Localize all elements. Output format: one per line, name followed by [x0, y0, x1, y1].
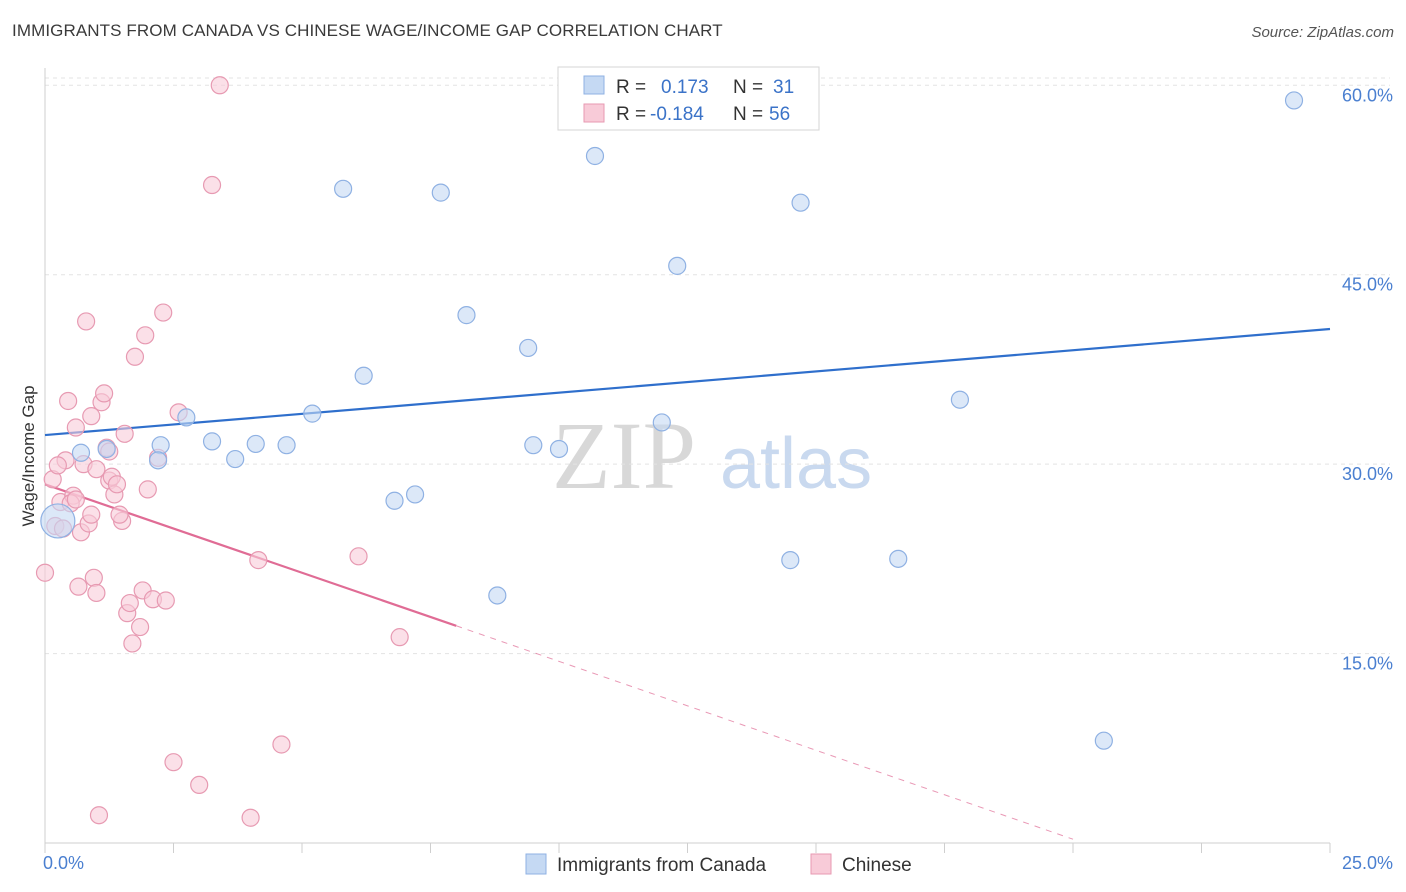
canada-point: [202, 432, 222, 451]
bottom-legend-label-canada: Immigrants from Canada: [557, 855, 767, 876]
chinese-point: [120, 593, 139, 613]
canada-point: [277, 436, 296, 455]
canada-point: [177, 408, 196, 427]
series-legend: Immigrants from Canada Chinese: [525, 853, 912, 876]
chinese-point: [89, 806, 109, 825]
canada-point: [889, 549, 908, 568]
canada-point: [791, 193, 810, 212]
chinese-point: [82, 505, 101, 524]
chinese-point: [202, 175, 222, 195]
chinese-point: [69, 577, 88, 596]
data-points: [35, 76, 1304, 827]
x-tick-label-min: 0.0%: [43, 853, 84, 873]
chinese-trend-extension: [456, 625, 1074, 840]
canada-point: [226, 449, 245, 469]
chinese-point: [48, 456, 67, 475]
chinese-point: [87, 460, 106, 479]
legend-r-label-1: R =: [616, 77, 646, 98]
legend-r-value-1: 0.173: [661, 77, 709, 98]
chinese-point: [107, 475, 127, 494]
canada-point: [1094, 731, 1113, 750]
legend-n-value-1: 31: [773, 77, 794, 98]
chinese-point: [130, 617, 150, 637]
x-tick-label-max: 25.0%: [1342, 853, 1393, 873]
canada-point: [781, 551, 800, 570]
legend-n-label-2: N =: [733, 104, 763, 125]
legend-n-value-2: 56: [769, 104, 790, 125]
watermark-zip: ZIP: [552, 402, 696, 509]
canada-point: [1284, 91, 1304, 110]
bottom-legend-swatch-chinese: [810, 853, 832, 875]
chinese-point: [210, 76, 229, 95]
bottom-legend-swatch-canada: [525, 853, 547, 875]
canada-point: [488, 586, 507, 605]
chinese-point: [115, 424, 134, 443]
chinese-point: [66, 418, 85, 437]
correlation-legend: R = 0.173 N = 31 R = -0.184 N = 56: [557, 66, 820, 131]
bottom-legend-label-chinese: Chinese: [842, 855, 912, 876]
grid-lines: [45, 77, 1390, 655]
canada-point: [334, 179, 353, 198]
tick-labels: 15.0% 30.0% 45.0% 60.0% 0.0% 25.0%: [43, 85, 1393, 873]
chinese-point: [87, 583, 106, 603]
canada-point: [668, 256, 687, 275]
source-label: Source: ZipAtlas.com: [1251, 24, 1394, 41]
chinese-point: [154, 303, 173, 322]
chinese-point: [136, 326, 155, 345]
canada-point: [431, 183, 450, 202]
y-axis-title: Wage/Income Gap: [19, 385, 38, 526]
canada-point: [385, 491, 404, 510]
chinese-point: [84, 568, 103, 587]
axes: [44, 68, 1331, 853]
y-tick-label: 45.0%: [1342, 275, 1393, 295]
canada-point: [549, 439, 569, 459]
canada-point: [950, 390, 970, 409]
legend-n-label-1: N =: [733, 77, 763, 98]
canada-point: [148, 451, 168, 470]
chinese-point: [110, 505, 129, 524]
chinese-point: [138, 480, 157, 499]
chinese-point: [272, 735, 291, 754]
canada-point: [354, 366, 373, 385]
canada-point: [303, 404, 322, 423]
chinese-point: [95, 384, 114, 403]
chinese-point: [156, 591, 175, 610]
chinese-point: [125, 347, 145, 366]
chinese-point: [77, 312, 96, 331]
legend-swatch-blue: [583, 75, 605, 95]
chinese-point: [66, 490, 85, 509]
chinese-point: [35, 563, 55, 582]
y-tick-label: 60.0%: [1342, 85, 1393, 105]
legend-r-label-2: R =: [616, 104, 646, 125]
chinese-point: [59, 391, 78, 411]
chinese-point: [390, 628, 409, 647]
canada-point: [457, 306, 476, 325]
canada-point: [97, 439, 116, 459]
canada-point: [519, 338, 538, 358]
chinese-point: [82, 407, 101, 426]
canada-point: [524, 436, 543, 455]
canada-point: [71, 443, 91, 462]
chinese-point: [190, 775, 209, 795]
chinese-point: [249, 551, 268, 570]
chinese-point: [349, 547, 368, 566]
legend-r-value-2: -0.184: [650, 104, 704, 125]
chinese-point: [164, 753, 183, 772]
chinese-point: [241, 808, 260, 827]
chinese-point: [123, 634, 142, 653]
canada-point: [151, 436, 170, 455]
canada-point: [405, 485, 425, 504]
canada-point: [40, 503, 76, 539]
canada-point: [585, 146, 605, 166]
canada-point: [246, 434, 265, 454]
canada-trend-line: [44, 327, 1331, 437]
y-tick-label: 15.0%: [1342, 654, 1393, 674]
y-tick-label: 30.0%: [1342, 464, 1393, 484]
chart-title: IMMIGRANTS FROM CANADA VS CHINESE WAGE/I…: [12, 21, 723, 40]
legend-swatch-pink: [583, 103, 605, 123]
canada-point: [652, 413, 671, 432]
